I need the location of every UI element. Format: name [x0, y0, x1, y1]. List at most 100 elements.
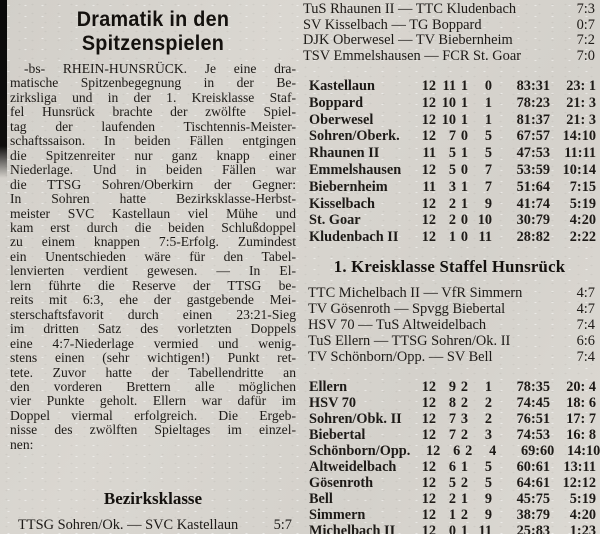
team-name: Bell: [309, 490, 333, 507]
article-line: Niederlage. Und in beiden Fällen war: [10, 162, 296, 178]
team-name: Ellern: [309, 378, 348, 395]
table-row: Biebernheim 11 3 1 7 51:64 7:15: [303, 179, 596, 196]
draws: 1: [460, 458, 468, 475]
points-ratio: 7:15: [569, 178, 596, 195]
points-ratio: 2:22: [569, 229, 596, 246]
sets-ratio: 64:61: [516, 474, 550, 491]
draws: 3: [460, 410, 468, 427]
games-played: 12: [421, 78, 436, 94]
team-name: Biebernheim: [309, 178, 388, 195]
wins: 7: [448, 128, 456, 145]
matchup: TV Gösenroth — Spvgg Biebertal: [308, 300, 506, 317]
losses: 10: [477, 212, 492, 229]
wins: 5: [448, 474, 456, 491]
table-row: Sohren/Obk. II 12 7 3 2 76:51 17: 7: [303, 411, 596, 427]
wins: 1: [448, 506, 456, 523]
article-line: matische Spitzenbegegnung in der Be-: [10, 75, 296, 91]
score: 7:2: [576, 32, 595, 48]
losses: 5: [484, 458, 492, 475]
team-name: Altweidelbach: [309, 458, 397, 475]
team-name: Simmern: [309, 506, 366, 523]
games-played: 11: [422, 145, 436, 162]
right-column: TuS Rhaunen II — TTC Kludenbach 7:3 SV K…: [303, 1, 600, 534]
games-played: 12: [421, 111, 436, 128]
draws: 2: [460, 426, 468, 443]
sets-ratio: 28:82: [516, 229, 550, 246]
team-name: Michelbach II: [309, 522, 396, 534]
matchup: TuS Rhaunen II — TTC Kludenbach: [303, 1, 517, 17]
wins: 9: [448, 378, 456, 395]
draws: 2: [460, 378, 468, 395]
table-row: Altweidelbach 12 6 1 5 60:61 13:11: [303, 459, 596, 475]
article-line: eine 4:7-Niederlage vermied und wenig-: [10, 335, 296, 351]
losses: 9: [484, 195, 492, 212]
sets-ratio: 74:45: [516, 394, 550, 411]
wins: 8: [448, 394, 456, 411]
games-played: 12: [421, 522, 436, 534]
team-name: Kisselbach: [309, 195, 375, 212]
draws: 0: [460, 212, 468, 229]
draws: 1: [460, 522, 468, 534]
points-ratio: 17: 7: [566, 410, 596, 427]
article-line: stens einen (sehr wichtigen!) Punkt ret-: [10, 350, 296, 366]
points-ratio: 11:11: [564, 145, 596, 162]
losses: 5: [484, 145, 492, 162]
points-ratio: 4:20: [569, 506, 596, 523]
table-row: Oberwesel 12 10 1 1 81:37 21: 3: [303, 112, 596, 129]
matchup: TuS Ellern — TTSG Sohren/Ok. II: [308, 332, 511, 349]
article-line: Doppel viermal erfolgreich. Die Ergeb-: [10, 407, 296, 423]
sets-ratio: 41:74: [516, 195, 550, 212]
table-row: Schönborn/Opp. 12 6 2 4 69:60 14:10: [303, 442, 600, 459]
headline-line-1: Dramatik in den: [76, 7, 230, 31]
draws: 1: [460, 94, 468, 111]
sets-ratio: 69:60: [520, 442, 555, 459]
points-ratio: 5:19: [569, 195, 596, 212]
losses: 11: [478, 229, 492, 246]
games-played: 12: [421, 394, 436, 411]
wins: 10: [441, 111, 456, 128]
score: 4:7: [576, 284, 595, 301]
score: 4:7: [576, 300, 595, 317]
score: 7:4: [576, 316, 595, 333]
team-name: Schönborn/Opp.: [309, 442, 411, 459]
games-played: 12: [421, 426, 436, 443]
matchup: TSV Emmelshausen — FCR St. Goar: [303, 47, 521, 64]
article-line: den vorderen Brettern alle möglichen: [10, 378, 296, 394]
points-ratio: 12:12: [562, 474, 596, 491]
wins: 2: [448, 195, 456, 212]
draws: 0: [460, 128, 468, 145]
draws: 0: [460, 229, 468, 246]
article-line: tete. Zuvor hatte der Tabellendritte an: [10, 364, 296, 380]
article-line: meister SVC Kastellaun viel Mühe und: [10, 205, 296, 221]
team-name: Sohren/Oberk.: [309, 128, 400, 145]
article-line: lern führte die Reserve der TTSG be-: [10, 277, 296, 293]
draws: 1: [460, 111, 468, 128]
article-line: die TTSG Sohren/Oberkirn der Gegner:: [10, 176, 296, 192]
table-row: Sohren/Oberk. 12 7 0 5 67:57 14:10: [303, 128, 596, 145]
losses: 1: [484, 111, 492, 128]
matchup: TV Schönborn/Opp. — SV Bell: [308, 348, 493, 365]
article-line: lenvierten verdient gewesen. — In El-: [10, 263, 296, 279]
team-name: Kludenbach II: [309, 229, 399, 246]
losses: 2: [484, 394, 492, 411]
losses: 7: [484, 178, 492, 195]
losses: 2: [484, 410, 492, 427]
left-column: Dramatik in den Spitzenspielen -bs- RHEI…: [10, 7, 296, 534]
draws: 1: [460, 195, 468, 212]
team-name: HSV 70: [309, 394, 357, 411]
draws: 2: [460, 506, 468, 523]
sets-ratio: 78:23: [516, 94, 550, 111]
points-ratio: 20: 4: [566, 378, 596, 395]
headline-line-2: Spitzenspielen: [81, 30, 225, 55]
score: 7:0: [576, 47, 595, 64]
team-name: Gösenroth: [309, 474, 374, 491]
sets-ratio: 30:79: [516, 212, 550, 229]
wins: 2: [448, 212, 456, 229]
wins: 6: [448, 458, 456, 475]
draws: 2: [460, 394, 468, 411]
losses: 7: [484, 161, 492, 178]
games-played: 12: [426, 442, 441, 459]
games-played: 12: [421, 506, 436, 523]
table-row: Michelbach II 12 0 1 11 25:83 1:23: [303, 523, 596, 534]
